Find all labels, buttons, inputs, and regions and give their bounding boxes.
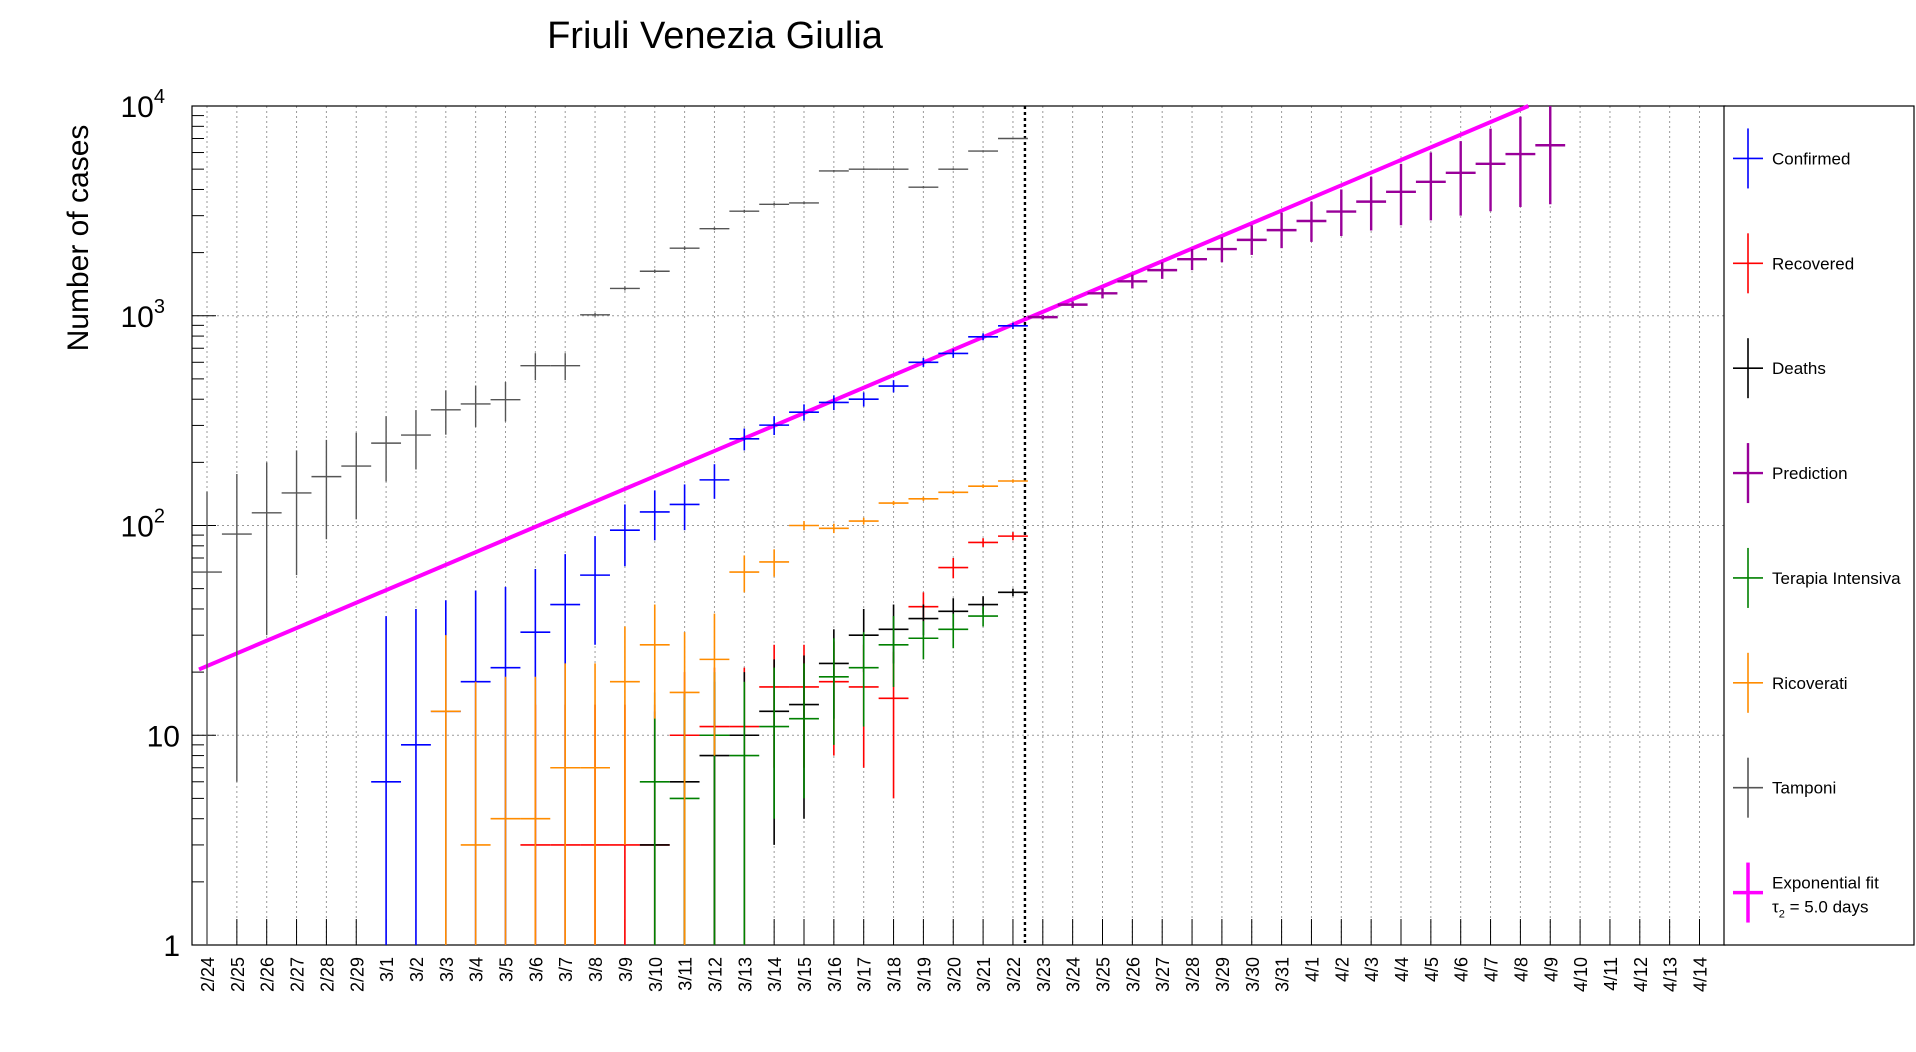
x-tick-label: 3/13: [735, 957, 755, 992]
legend-label: Recovered: [1772, 254, 1854, 273]
x-tick-label: 3/8: [586, 957, 606, 982]
legend-label: Prediction: [1772, 464, 1848, 483]
y-tick-label: 103: [121, 296, 166, 334]
x-tick-label: 4/11: [1601, 957, 1621, 991]
x-tick-label: 3/20: [944, 957, 964, 992]
series-prediction: [1027, 106, 1566, 320]
legend-label: Terapia Intensiva: [1772, 569, 1901, 588]
x-tick-label: 4/10: [1571, 957, 1591, 992]
x-tick-label: 3/14: [765, 957, 785, 992]
y-axis: 1 10 102 103 104: [121, 86, 216, 963]
chart-title: Friuli Venezia Giulia: [547, 15, 884, 57]
x-tick-label: 2/26: [258, 957, 278, 992]
x-tick-label: 3/29: [1213, 957, 1233, 992]
x-tick-label: 3/26: [1123, 957, 1143, 992]
grid: [192, 105, 1725, 946]
legend-label: Tamponi: [1772, 779, 1836, 798]
x-tick-label: 2/29: [347, 957, 367, 992]
x-tick-label: 2/25: [228, 957, 248, 992]
x-tick-label: 2/27: [288, 957, 308, 992]
legend-box: [1723, 105, 1915, 946]
x-tick-label: 4/3: [1362, 957, 1382, 982]
x-tick-label: 3/28: [1183, 957, 1203, 992]
x-tick-label: 3/25: [1094, 957, 1114, 992]
x-tick-label: 4/1: [1302, 957, 1322, 982]
x-tick-label: 3/1: [377, 957, 397, 982]
series-tamponi: [192, 137, 1028, 945]
legend-label: Ricoverati: [1772, 674, 1848, 693]
x-tick-label: 3/18: [885, 957, 905, 992]
y-tick-label: 1: [163, 930, 180, 963]
x-tick-label: 3/3: [437, 957, 457, 982]
legend-label: Confirmed: [1772, 149, 1850, 168]
x-tick-label: 3/7: [556, 957, 576, 982]
y-tick-label: 10: [147, 720, 180, 753]
x-tick-label: 3/5: [497, 957, 517, 982]
legend: Confirmed Recovered Deaths Prediction Terapi…: [1723, 105, 1915, 946]
y-tick-label: 102: [121, 506, 166, 544]
y-axis-label: Number of cases: [62, 125, 95, 352]
x-tick-label: 4/2: [1332, 957, 1352, 982]
legend-label: Exponential fit: [1772, 874, 1879, 893]
x-tick-label: 3/15: [795, 957, 815, 992]
legend-fit-tau: τ2 = 5.0 days: [1772, 898, 1868, 921]
x-tick-label: 3/24: [1064, 957, 1084, 992]
x-tick-label: 2/28: [317, 957, 337, 992]
x-axis: 2/24 2/25 2/26 2/27 2/28 2/29 3/1 3/2 3/3 3/4 3/5 3…: [198, 106, 1711, 992]
x-tick-label: 4/6: [1452, 957, 1472, 982]
x-tick-label: 3/2: [407, 957, 427, 982]
x-tick-label: 4/5: [1422, 957, 1442, 982]
x-tick-label: 4/7: [1482, 957, 1502, 982]
x-tick-label: 4/12: [1631, 957, 1651, 992]
x-tick-label: 3/27: [1153, 957, 1173, 992]
x-tick-label: 2/24: [198, 957, 218, 992]
series-terapia-intensiva: [639, 606, 999, 945]
x-tick-label: 3/17: [855, 957, 875, 992]
y-tick-label: 104: [121, 86, 166, 124]
x-tick-label: 3/9: [616, 957, 636, 982]
x-tick-label: 3/10: [646, 957, 666, 992]
x-tick-label: 3/16: [825, 957, 845, 992]
series-confirmed: [371, 322, 1028, 945]
x-tick-label: 3/19: [914, 957, 934, 992]
x-tick-label: 3/4: [467, 957, 487, 982]
x-tick-label: 4/9: [1541, 957, 1561, 982]
x-tick-label: 3/31: [1273, 957, 1293, 992]
exponential-fit-line: [198, 104, 1530, 672]
fit-line: [198, 104, 1530, 672]
x-tick-label: 3/23: [1034, 957, 1054, 992]
x-tick-label: 3/21: [974, 957, 994, 992]
x-tick-label: 3/22: [1004, 957, 1024, 992]
x-tick-label: 3/11: [676, 957, 696, 991]
x-tick-label: 3/6: [526, 957, 546, 982]
x-tick-label: 4/8: [1511, 957, 1531, 982]
x-tick-label: 3/12: [705, 957, 725, 992]
x-tick-label: 3/30: [1243, 957, 1263, 992]
legend-label: Deaths: [1772, 359, 1826, 378]
x-tick-label: 4/4: [1392, 957, 1412, 982]
x-tick-label: 4/14: [1691, 957, 1711, 992]
series: [192, 106, 1566, 945]
x-tick-label: 4/13: [1661, 957, 1681, 992]
series-ricoverati: [430, 479, 1028, 945]
